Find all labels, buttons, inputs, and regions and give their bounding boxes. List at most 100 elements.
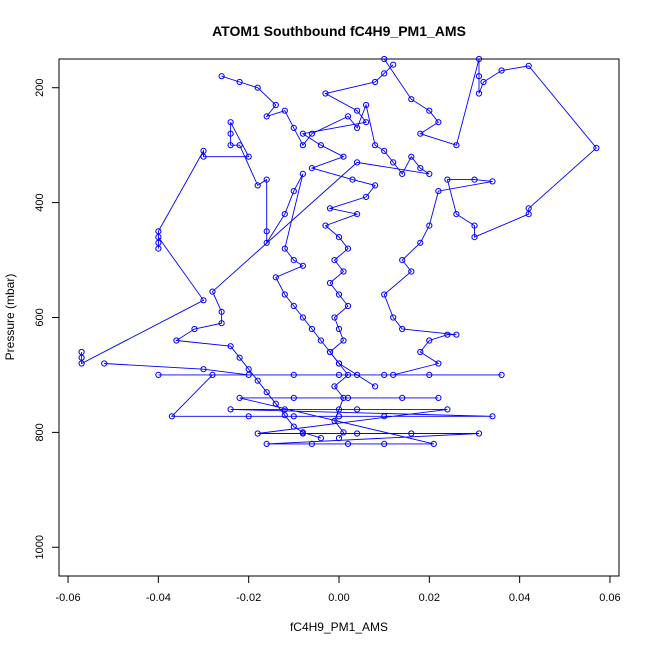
series-4-point-23 <box>191 325 198 333</box>
series-2-point-19 <box>444 406 451 413</box>
series-2-point-29 <box>430 440 437 447</box>
series-1-point-21 <box>299 170 306 177</box>
series-0-point-15 <box>322 222 329 229</box>
series-1-line <box>81 121 376 387</box>
series-2-point-25 <box>263 440 270 447</box>
series-3-point-30 <box>444 331 451 338</box>
series-1 <box>78 119 379 390</box>
series-0-point-23 <box>331 314 338 321</box>
series-2-point-4 <box>335 371 343 378</box>
series-3-point-3 <box>435 119 442 126</box>
series-2-point-18 <box>354 406 361 413</box>
series-4-point-28 <box>254 377 261 384</box>
series-2-point-7 <box>498 371 505 378</box>
series-2-point-30 <box>236 394 243 401</box>
series-2-point-32 <box>344 394 352 401</box>
series-1-point-9 <box>200 153 207 160</box>
x-tick-label-1: -0.04 <box>146 592 171 604</box>
series-0-point-18 <box>331 257 338 264</box>
series-2-point-27 <box>344 440 352 447</box>
series-2-point-8 <box>155 371 162 378</box>
series-2-point-22 <box>354 430 361 437</box>
y-tick-label-3: 800 <box>34 423 46 441</box>
series-1-point-14 <box>236 142 243 149</box>
series-4-point-8 <box>308 130 315 137</box>
series-2-point-0 <box>101 360 108 367</box>
series-2-point-3 <box>290 371 297 378</box>
series-2-point-11 <box>245 413 252 420</box>
series-0-point-6 <box>299 130 306 137</box>
series-0-point-17 <box>344 245 352 252</box>
series-0-point-14 <box>354 211 361 218</box>
series-3-point-22 <box>426 222 433 229</box>
y-tick-label-0: 200 <box>34 79 46 97</box>
series-4-point-4 <box>263 113 270 120</box>
y-axis: 200 400 600 800 1000 <box>34 79 59 560</box>
series-4-point-17 <box>417 165 424 172</box>
series-1-point-19 <box>281 211 288 218</box>
series-1-point-0 <box>78 348 85 356</box>
series-3-point-26 <box>381 291 388 298</box>
series-1-point-31 <box>326 348 334 356</box>
series-4-point-19 <box>354 159 361 166</box>
series-3-point-33 <box>435 360 442 367</box>
series-3-point-11 <box>525 62 532 70</box>
series-2-point-6 <box>426 371 433 378</box>
series-2-point-15 <box>489 413 496 420</box>
series-0-point-19 <box>340 268 347 275</box>
series-1-point-16 <box>263 176 270 183</box>
series-3-point-17 <box>453 211 460 218</box>
series-1-point-1 <box>78 354 85 361</box>
series-4-point-32 <box>290 423 297 430</box>
series-3-point-6 <box>475 55 483 63</box>
series-4-point-24 <box>173 337 180 344</box>
series-0-point-4 <box>354 107 361 114</box>
series-0-point-10 <box>349 176 356 183</box>
series-1-point-28 <box>299 314 306 321</box>
series-4-point-2 <box>254 84 261 91</box>
series-1-point-6 <box>155 245 162 252</box>
series-3-point-15 <box>471 234 478 241</box>
series-3-point-32 <box>417 348 424 356</box>
series-4-point-30 <box>272 400 279 407</box>
series-4-point-18 <box>426 170 433 177</box>
series-3-point-8 <box>475 90 483 97</box>
series-3-point-5 <box>453 142 460 149</box>
series-0-point-1 <box>381 70 388 77</box>
series-3-point-24 <box>399 257 406 264</box>
series-3-point-2 <box>426 107 433 114</box>
series-1-point-10 <box>245 153 252 160</box>
series-1-point-24 <box>299 262 306 269</box>
series-4-point-22 <box>218 320 225 327</box>
series-0-point-25 <box>340 337 347 344</box>
series-2-point-14 <box>381 413 388 420</box>
series-3-point-34 <box>390 371 397 378</box>
series-4-point-33 <box>299 429 306 436</box>
series-3-point-0 <box>381 55 388 63</box>
series-3-point-25 <box>408 268 415 275</box>
series-0-point-33 <box>340 429 347 436</box>
series-3-point-4 <box>417 130 424 137</box>
series-3-point-18 <box>444 176 451 183</box>
series-4-point-29 <box>263 389 270 396</box>
series-0-point-13 <box>326 205 334 212</box>
series-3-point-13 <box>525 205 532 212</box>
x-tick-label-5: 0.04 <box>509 592 530 604</box>
series-0-point-2 <box>372 78 379 86</box>
series-4-point-9 <box>344 113 352 120</box>
series-2-point-26 <box>308 440 315 447</box>
series-2-point-20 <box>254 430 261 437</box>
series-2-point-34 <box>435 394 442 401</box>
x-axis: -0.06 -0.04 -0.02 0.00 0.02 0.04 0.06 <box>55 576 621 604</box>
series-0-point-5 <box>363 119 370 126</box>
series-1-point-30 <box>317 337 324 344</box>
series-4-point-14 <box>390 159 397 166</box>
series-2-point-28 <box>381 440 388 447</box>
series-1-point-23 <box>290 257 297 264</box>
series-0-point-12 <box>363 193 370 200</box>
series-4-point-0 <box>218 73 225 80</box>
series-2-point-33 <box>399 394 406 401</box>
series-0-point-29 <box>331 383 338 390</box>
series-3-point-16 <box>471 222 478 229</box>
series-3-point-1 <box>408 96 415 103</box>
